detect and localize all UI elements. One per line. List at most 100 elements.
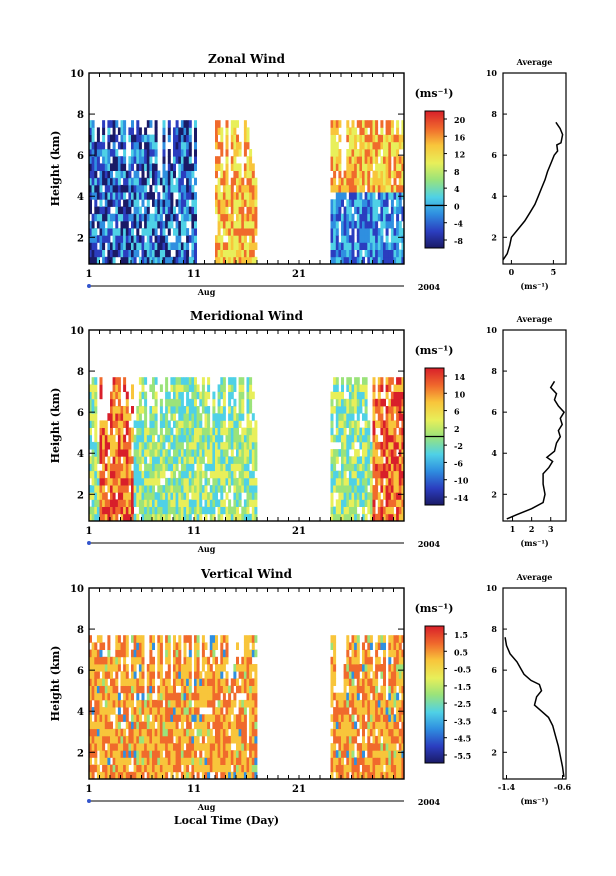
heatmap-cell xyxy=(125,671,129,679)
heatmap-cell xyxy=(215,470,218,479)
heatmap-cell xyxy=(388,170,392,179)
date-axis-start-marker xyxy=(87,284,91,288)
heatmap-cell xyxy=(243,671,247,679)
heatmap-cell xyxy=(372,235,376,243)
heatmap-cell xyxy=(154,235,158,243)
heatmap-cell xyxy=(152,256,155,265)
heatmap-cell xyxy=(330,699,334,708)
heatmap-cell xyxy=(180,456,184,464)
heatmap-cell xyxy=(159,649,163,658)
heatmap-cell xyxy=(194,714,197,722)
heatmap-cell xyxy=(251,513,255,522)
heatmap-cell xyxy=(123,642,127,650)
heatmap-cell xyxy=(236,420,239,428)
heatmap-cell xyxy=(377,256,381,265)
heatmap-cell xyxy=(173,642,176,650)
heatmap-cell xyxy=(170,184,174,193)
heatmap-cell xyxy=(236,656,239,665)
heatmap-cell xyxy=(136,134,140,143)
heatmap-cell xyxy=(359,235,363,243)
heatmap-cell xyxy=(149,134,153,143)
heatmap-cell xyxy=(380,235,384,243)
heatmap-cell xyxy=(183,134,187,143)
heatmap-cell xyxy=(180,391,184,400)
heatmap-cell xyxy=(362,149,365,157)
heatmap-cell xyxy=(215,256,218,265)
heatmap-cell xyxy=(167,750,171,758)
heatmap-cell xyxy=(359,220,363,229)
heatmap-cell xyxy=(133,156,137,164)
heatmap-cell xyxy=(125,177,129,186)
heatmap-cell xyxy=(330,434,334,443)
heatmap-cell xyxy=(144,192,148,200)
heatmap-cell xyxy=(191,735,195,744)
heatmap-cell xyxy=(388,463,392,472)
heatmap-cell xyxy=(338,714,342,722)
heatmap-cell xyxy=(115,764,119,773)
heatmap-cell xyxy=(401,463,405,472)
heatmap-cell xyxy=(249,764,253,773)
heatmap-cell xyxy=(346,149,350,157)
heatmap-cell xyxy=(396,678,400,686)
heatmap-cell xyxy=(146,757,150,765)
heatmap-cell xyxy=(159,714,163,722)
heatmap-cell xyxy=(215,771,218,780)
heatmap-cell xyxy=(222,384,226,392)
heatmap-cell xyxy=(173,456,176,464)
heatmap-cell xyxy=(102,235,106,243)
heatmap-cell xyxy=(170,427,174,436)
heatmap-cell xyxy=(251,206,255,215)
heatmap-cell xyxy=(351,177,355,186)
heatmap-cell xyxy=(131,506,134,515)
heatmap-cell xyxy=(343,485,347,493)
heatmap-cell xyxy=(131,477,134,486)
heatmap-cell xyxy=(351,456,355,464)
heatmap-cell xyxy=(199,441,203,450)
heatmap-cell xyxy=(99,635,103,643)
heatmap-cell xyxy=(188,470,192,479)
heatmap-cell xyxy=(183,757,187,765)
heatmap-cell xyxy=(201,506,205,515)
heatmap-cell xyxy=(364,699,368,708)
heatmap-cell xyxy=(144,127,148,135)
heatmap-cell xyxy=(146,206,150,215)
heatmap-cell xyxy=(115,735,119,744)
heatmap-cell xyxy=(186,671,190,679)
heatmap-cell xyxy=(165,728,169,737)
heatmap-cell xyxy=(186,441,190,450)
heatmap-cell xyxy=(199,398,203,407)
heatmap-cell xyxy=(138,492,142,500)
heatmap-cell xyxy=(393,184,397,193)
heatmap-cell xyxy=(110,506,113,515)
heatmap-cell xyxy=(102,771,106,780)
heatmap-cell xyxy=(367,177,371,186)
heatmap-cell xyxy=(207,685,211,694)
heatmap-cell xyxy=(236,678,239,686)
heatmap-cell xyxy=(246,485,250,493)
heatmap-cell xyxy=(207,664,211,672)
heatmap-cell xyxy=(144,485,148,493)
heatmap-cell xyxy=(141,771,145,780)
heatmap-cell xyxy=(388,513,392,522)
heatmap-cell xyxy=(354,456,358,464)
heatmap-cell xyxy=(89,441,92,450)
heatmap-cell xyxy=(222,441,226,450)
heatmap-cell xyxy=(390,206,394,215)
heatmap-cell xyxy=(167,256,171,265)
heatmap-cell xyxy=(249,427,253,436)
heatmap-cell xyxy=(338,206,342,215)
heatmap-cell xyxy=(157,642,161,650)
heatmap-cell xyxy=(141,721,145,730)
heatmap-cell xyxy=(215,235,218,243)
heatmap-cell xyxy=(120,427,124,436)
heatmap-cell xyxy=(230,707,234,715)
heatmap-cell xyxy=(191,163,195,171)
heatmap-cell xyxy=(173,228,176,236)
heatmap-cell xyxy=(380,170,384,179)
heatmap-cell xyxy=(180,470,184,479)
heatmap-cell xyxy=(220,499,224,507)
heatmap-cell xyxy=(209,692,213,701)
heatmap-cell xyxy=(199,492,203,500)
heatmap-cell xyxy=(167,456,171,464)
heatmap-cell xyxy=(348,492,352,500)
